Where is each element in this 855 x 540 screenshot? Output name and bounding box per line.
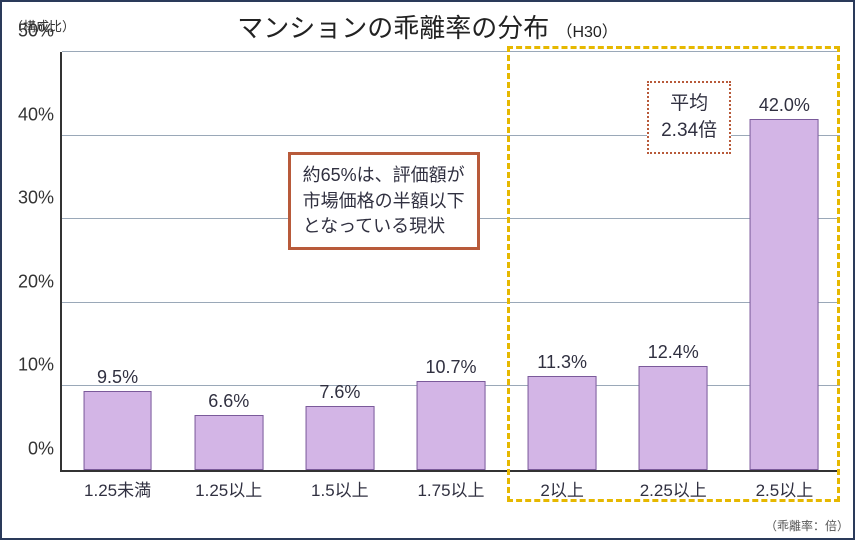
y-tick: 20%	[18, 271, 62, 292]
bar-slot: 7.6%1.5以上	[284, 52, 395, 470]
annotation-line: 約65%は、評価額が	[303, 163, 465, 188]
bar: 7.6%	[305, 406, 374, 470]
average-value: 2.34倍	[661, 118, 717, 145]
y-tick: 30%	[18, 188, 62, 209]
x-tick-label: 1.25未満	[84, 476, 151, 501]
bar-value-label: 7.6%	[319, 382, 360, 403]
y-tick: 10%	[18, 355, 62, 376]
title-text: マンションの乖離率の分布	[237, 13, 549, 43]
annotation-line: となっている現状	[303, 214, 465, 239]
subtitle-text: （H30）	[556, 24, 617, 41]
y-tick: 50%	[18, 21, 62, 42]
bar: 10.7%	[417, 381, 486, 470]
x-tick-label: 1.25以上	[195, 476, 262, 501]
title-row: （構成比） マンションの乖離率の分布 （H30）	[2, 8, 853, 40]
plot-area: 0%10%20%30%40%50%9.5%1.25未満6.6%1.25以上7.6…	[60, 52, 840, 472]
chart-container: （構成比） マンションの乖離率の分布 （H30） 0% 10% 20% 30% 40% 5…	[0, 0, 855, 540]
bar: 6.6%	[194, 415, 263, 470]
annotation-box: 約65%は、評価額が市場価格の半額以下となっている現状	[288, 152, 480, 250]
bar: 9.5%	[83, 391, 152, 470]
average-box: 平均2.34倍	[647, 81, 731, 154]
bar-slot: 9.5%1.25未満	[62, 52, 173, 470]
bar-value-label: 9.5%	[97, 367, 138, 388]
x-tick-label: 1.5以上	[311, 476, 369, 501]
bar-slot: 10.7%1.75以上	[395, 52, 506, 470]
x-axis-label: （乖離率：倍）	[765, 517, 849, 534]
x-tick-label: 1.75以上	[417, 476, 484, 501]
average-label: 平均	[661, 91, 717, 118]
y-tick: 0%	[28, 439, 62, 460]
chart-title: マンションの乖離率の分布 （H30）	[237, 8, 618, 45]
bar-slot: 6.6%1.25以上	[173, 52, 284, 470]
bar-value-label: 10.7%	[425, 357, 476, 378]
bar-value-label: 6.6%	[208, 391, 249, 412]
y-tick: 40%	[18, 104, 62, 125]
annotation-line: 市場価格の半額以下	[303, 189, 465, 214]
